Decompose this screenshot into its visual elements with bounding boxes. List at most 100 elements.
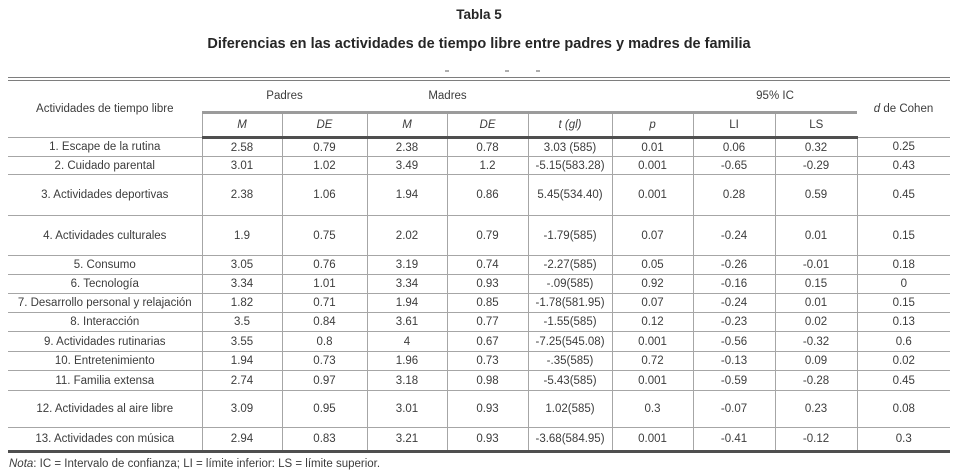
value-cell: 0.15 <box>856 215 951 256</box>
value-cell: 0.67 <box>446 331 529 352</box>
value-cell: 2.58 <box>201 137 282 157</box>
value-cell: 0.01 <box>774 215 858 256</box>
value-cell: -0.12 <box>774 427 858 452</box>
ci-lower-header: LI <box>692 112 776 139</box>
table-row: 11. Familia extensa 2.74 0.97 3.18 0.98 … <box>8 370 951 391</box>
activity-cell: 10. Entretenimiento <box>8 351 202 371</box>
cohen-d-rest: de Cohen <box>880 103 934 115</box>
value-cell: 0.74 <box>446 255 529 275</box>
value-cell: 0.15 <box>774 274 858 294</box>
ci-upper-header: LS <box>774 112 858 139</box>
activity-cell: 5. Consumo <box>8 255 202 275</box>
value-cell: -5.15(583.28) <box>527 156 613 175</box>
value-cell: 0.05 <box>611 255 694 275</box>
value-cell: 0.001 <box>611 156 694 175</box>
mean-padres-header: M <box>201 112 282 139</box>
value-cell: 0.75 <box>281 215 367 256</box>
activity-cell: 11. Familia extensa <box>8 370 202 391</box>
activity-cell: 8. Interacción <box>8 312 202 332</box>
value-cell: 2.02 <box>366 215 447 256</box>
value-cell: 0.07 <box>611 293 694 313</box>
value-cell: 1.06 <box>281 174 367 216</box>
value-cell: -0.01 <box>774 255 858 275</box>
value-cell: 0.8 <box>281 331 367 352</box>
value-cell: 0.01 <box>611 137 694 157</box>
value-cell: 0.01 <box>774 293 858 313</box>
value-cell: 0.72 <box>611 351 694 371</box>
value-cell: -0.24 <box>692 215 776 256</box>
value-cell: 0.13 <box>856 312 951 332</box>
value-cell: 1.96 <box>366 351 447 371</box>
value-cell: 1.02(585) <box>527 390 613 428</box>
value-cell: 1.9 <box>201 215 282 256</box>
value-cell: 3.03 (585) <box>527 137 613 157</box>
value-cell: 1.01 <box>281 274 367 294</box>
value-cell: 0.59 <box>774 174 858 216</box>
padres-group-header: Padres <box>202 79 367 114</box>
note-text: : IC = Intervalo de confianza; LI = lími… <box>33 458 381 470</box>
value-cell: 0.45 <box>856 174 951 216</box>
sd-padres-header: DE <box>281 112 367 139</box>
value-cell: 1.94 <box>366 293 447 313</box>
value-cell: 0.25 <box>856 137 951 157</box>
value-cell: -0.29 <box>774 156 858 175</box>
value-cell: 0.78 <box>446 137 529 157</box>
value-cell: 3.61 <box>366 312 447 332</box>
table-row: 5. Consumo 3.05 0.76 3.19 0.74 -2.27(585… <box>8 255 951 275</box>
value-cell: 3.01 <box>201 156 282 175</box>
value-cell: 3.21 <box>366 427 447 452</box>
value-cell: 1.94 <box>201 351 282 371</box>
value-cell: 3.01 <box>366 390 447 428</box>
table-row: 1. Escape de la rutina 2.58 0.79 2.38 0.… <box>8 137 951 157</box>
value-cell: -0.32 <box>774 331 858 352</box>
table-row: 9. Actividades rutinarias 3.55 0.8 4 0.6… <box>8 331 951 352</box>
value-cell: 0.18 <box>856 255 951 275</box>
value-cell: -0.24 <box>692 293 776 313</box>
value-cell: 0.84 <box>281 312 367 332</box>
value-cell: 1.82 <box>201 293 282 313</box>
activity-cell: 1. Escape de la rutina <box>8 137 202 157</box>
table-row: 3. Actividades deportivas 2.38 1.06 1.94… <box>8 174 951 216</box>
activity-cell: 9. Actividades rutinarias <box>8 331 202 352</box>
value-cell: 5.45(534.40) <box>527 174 613 216</box>
value-cell: 0.02 <box>856 351 951 371</box>
value-cell: -2.27(585) <box>527 255 613 275</box>
value-cell: -0.65 <box>692 156 776 175</box>
value-cell: 2.38 <box>201 174 282 216</box>
activity-cell: 3. Actividades deportivas <box>8 174 202 216</box>
value-cell: 0 <box>856 274 951 294</box>
value-cell: 0.76 <box>281 255 367 275</box>
value-cell: 0.09 <box>774 351 858 371</box>
value-cell: 0.06 <box>692 137 776 157</box>
value-cell: 3.5 <box>201 312 282 332</box>
t-gl-header: t (gl) <box>527 112 613 139</box>
group-header-row: Actividades de tiempo libre Padres Madre… <box>8 79 950 115</box>
value-cell: 2.74 <box>201 370 282 391</box>
value-cell: 0.001 <box>611 174 694 216</box>
value-cell: -3.68(584.95) <box>527 427 613 452</box>
value-cell: 3.09 <box>201 390 282 428</box>
value-cell: -1.79(585) <box>527 215 613 256</box>
table-caption: Diferencias en las actividades de tiempo… <box>207 36 751 52</box>
value-cell: 0.02 <box>774 312 858 332</box>
value-cell: 0.6 <box>856 331 951 352</box>
value-cell: -0.07 <box>692 390 776 428</box>
value-cell: -0.26 <box>692 255 776 275</box>
value-cell: 0.86 <box>446 174 529 216</box>
value-cell: 3.55 <box>201 331 282 352</box>
value-cell: 0.001 <box>611 370 694 391</box>
value-cell: -0.41 <box>692 427 776 452</box>
table-note: Nota: IC = Intervalo de confianza; LI = … <box>9 458 958 470</box>
value-cell: 0.71 <box>281 293 367 313</box>
value-cell: 3.34 <box>201 274 282 294</box>
value-cell: -0.59 <box>692 370 776 391</box>
value-cell: -.35(585) <box>527 351 613 371</box>
value-cell: -0.28 <box>774 370 858 391</box>
table-row: 12. Actividades al aire libre 3.09 0.95 … <box>8 390 951 428</box>
madres-group-header: Madres <box>367 79 529 114</box>
print-artifact <box>445 70 449 72</box>
activity-cell: 4. Actividades culturales <box>8 215 202 256</box>
value-cell: -.09(585) <box>527 274 613 294</box>
mean-madres-header: M <box>366 112 447 139</box>
value-cell: -5.43(585) <box>527 370 613 391</box>
